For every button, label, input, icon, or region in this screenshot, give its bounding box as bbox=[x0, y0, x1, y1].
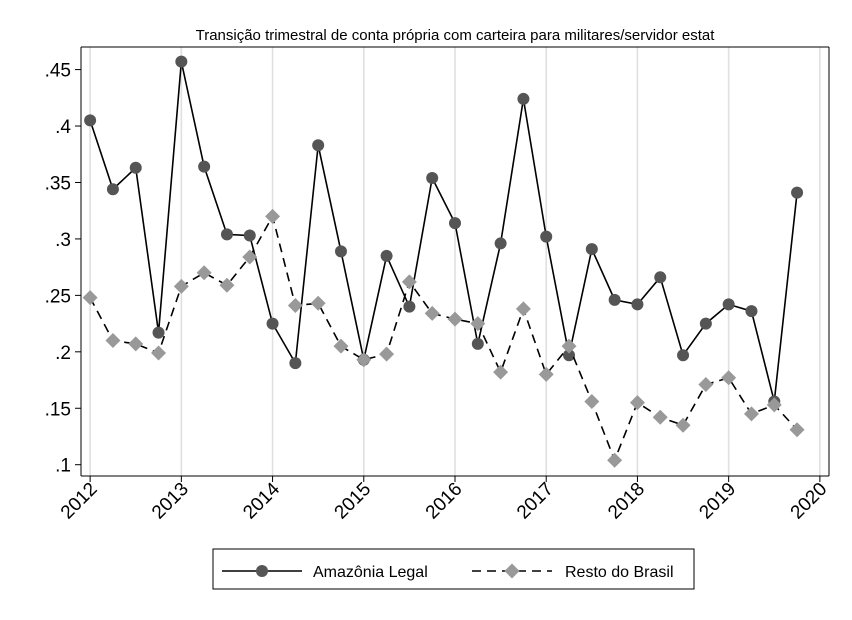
data-point bbox=[470, 316, 486, 332]
data-point bbox=[266, 317, 279, 330]
data-point bbox=[84, 114, 97, 127]
data-point bbox=[356, 352, 372, 368]
y-tick-label: .15 bbox=[45, 399, 71, 420]
data-point bbox=[151, 345, 167, 361]
data-point bbox=[289, 357, 302, 370]
data-point bbox=[629, 395, 645, 411]
data-point bbox=[745, 305, 758, 318]
data-point bbox=[791, 186, 804, 199]
legend-item-0: Amazônia Legal bbox=[222, 564, 428, 581]
data-point bbox=[677, 349, 690, 362]
data-point bbox=[219, 277, 235, 293]
data-point bbox=[287, 298, 303, 314]
data-point bbox=[447, 311, 463, 327]
data-point bbox=[766, 397, 782, 413]
data-point bbox=[789, 422, 805, 438]
legend-box bbox=[212, 548, 695, 590]
data-point bbox=[128, 336, 144, 352]
data-point bbox=[675, 417, 691, 433]
y-tick-label: .1 bbox=[55, 456, 71, 477]
y-tick-label: .4 bbox=[55, 117, 71, 138]
data-point bbox=[449, 217, 461, 230]
series-1 bbox=[82, 208, 805, 468]
legend-marker bbox=[256, 565, 268, 577]
data-point bbox=[722, 298, 735, 311]
data-point bbox=[403, 300, 416, 313]
data-point bbox=[265, 208, 281, 224]
y-tick-label: .25 bbox=[45, 286, 71, 307]
data-point bbox=[242, 249, 258, 265]
data-point bbox=[401, 274, 417, 290]
data-point bbox=[173, 278, 189, 294]
data-point bbox=[424, 305, 440, 321]
grid bbox=[89, 47, 821, 476]
data-point bbox=[310, 295, 326, 311]
data-point bbox=[196, 265, 212, 281]
data-point bbox=[334, 245, 347, 258]
data-point bbox=[517, 92, 530, 105]
data-point bbox=[563, 349, 576, 362]
data-point bbox=[426, 171, 439, 184]
data-point bbox=[380, 249, 393, 262]
data-point bbox=[721, 370, 737, 386]
chart-title: Transição trimestral de conta própria co… bbox=[196, 27, 716, 44]
data-point bbox=[585, 243, 598, 256]
data-point bbox=[743, 406, 759, 422]
data-point bbox=[198, 160, 211, 173]
y-tick-label: .3 bbox=[55, 230, 71, 251]
legend-label: Amazônia Legal bbox=[313, 564, 428, 581]
series-line bbox=[89, 61, 798, 402]
legend-marker bbox=[504, 563, 520, 579]
y-tick-label: .45 bbox=[45, 61, 71, 82]
y-tick-label: .2 bbox=[55, 343, 71, 364]
data-point bbox=[105, 333, 121, 349]
data-point bbox=[607, 452, 623, 468]
data-point bbox=[220, 228, 233, 241]
series bbox=[82, 55, 805, 468]
data-point bbox=[152, 326, 165, 339]
data-point bbox=[631, 298, 644, 311]
legend-label: Resto do Brasil bbox=[565, 564, 674, 581]
data-point bbox=[175, 55, 188, 68]
data-point bbox=[243, 229, 256, 242]
data-point bbox=[494, 237, 507, 250]
data-point bbox=[538, 366, 554, 382]
data-point bbox=[561, 338, 577, 354]
data-point bbox=[129, 161, 142, 174]
y-tick-label: .35 bbox=[45, 173, 71, 194]
data-point bbox=[698, 377, 714, 393]
legend: Amazônia Legal Resto do Brasil bbox=[212, 548, 695, 590]
data-point bbox=[515, 301, 531, 317]
data-point bbox=[608, 293, 621, 306]
data-point bbox=[333, 338, 349, 354]
series-0 bbox=[84, 55, 804, 408]
data-point bbox=[584, 393, 600, 409]
data-point bbox=[654, 271, 667, 284]
data-point bbox=[652, 409, 668, 425]
data-point bbox=[379, 346, 395, 362]
data-point bbox=[493, 364, 509, 380]
legend-item-1: Resto do Brasil bbox=[472, 563, 674, 581]
data-point bbox=[106, 183, 119, 196]
data-point bbox=[312, 139, 325, 152]
data-point bbox=[699, 317, 712, 330]
data-point bbox=[471, 337, 484, 350]
data-point bbox=[82, 290, 98, 306]
data-point bbox=[540, 230, 553, 243]
